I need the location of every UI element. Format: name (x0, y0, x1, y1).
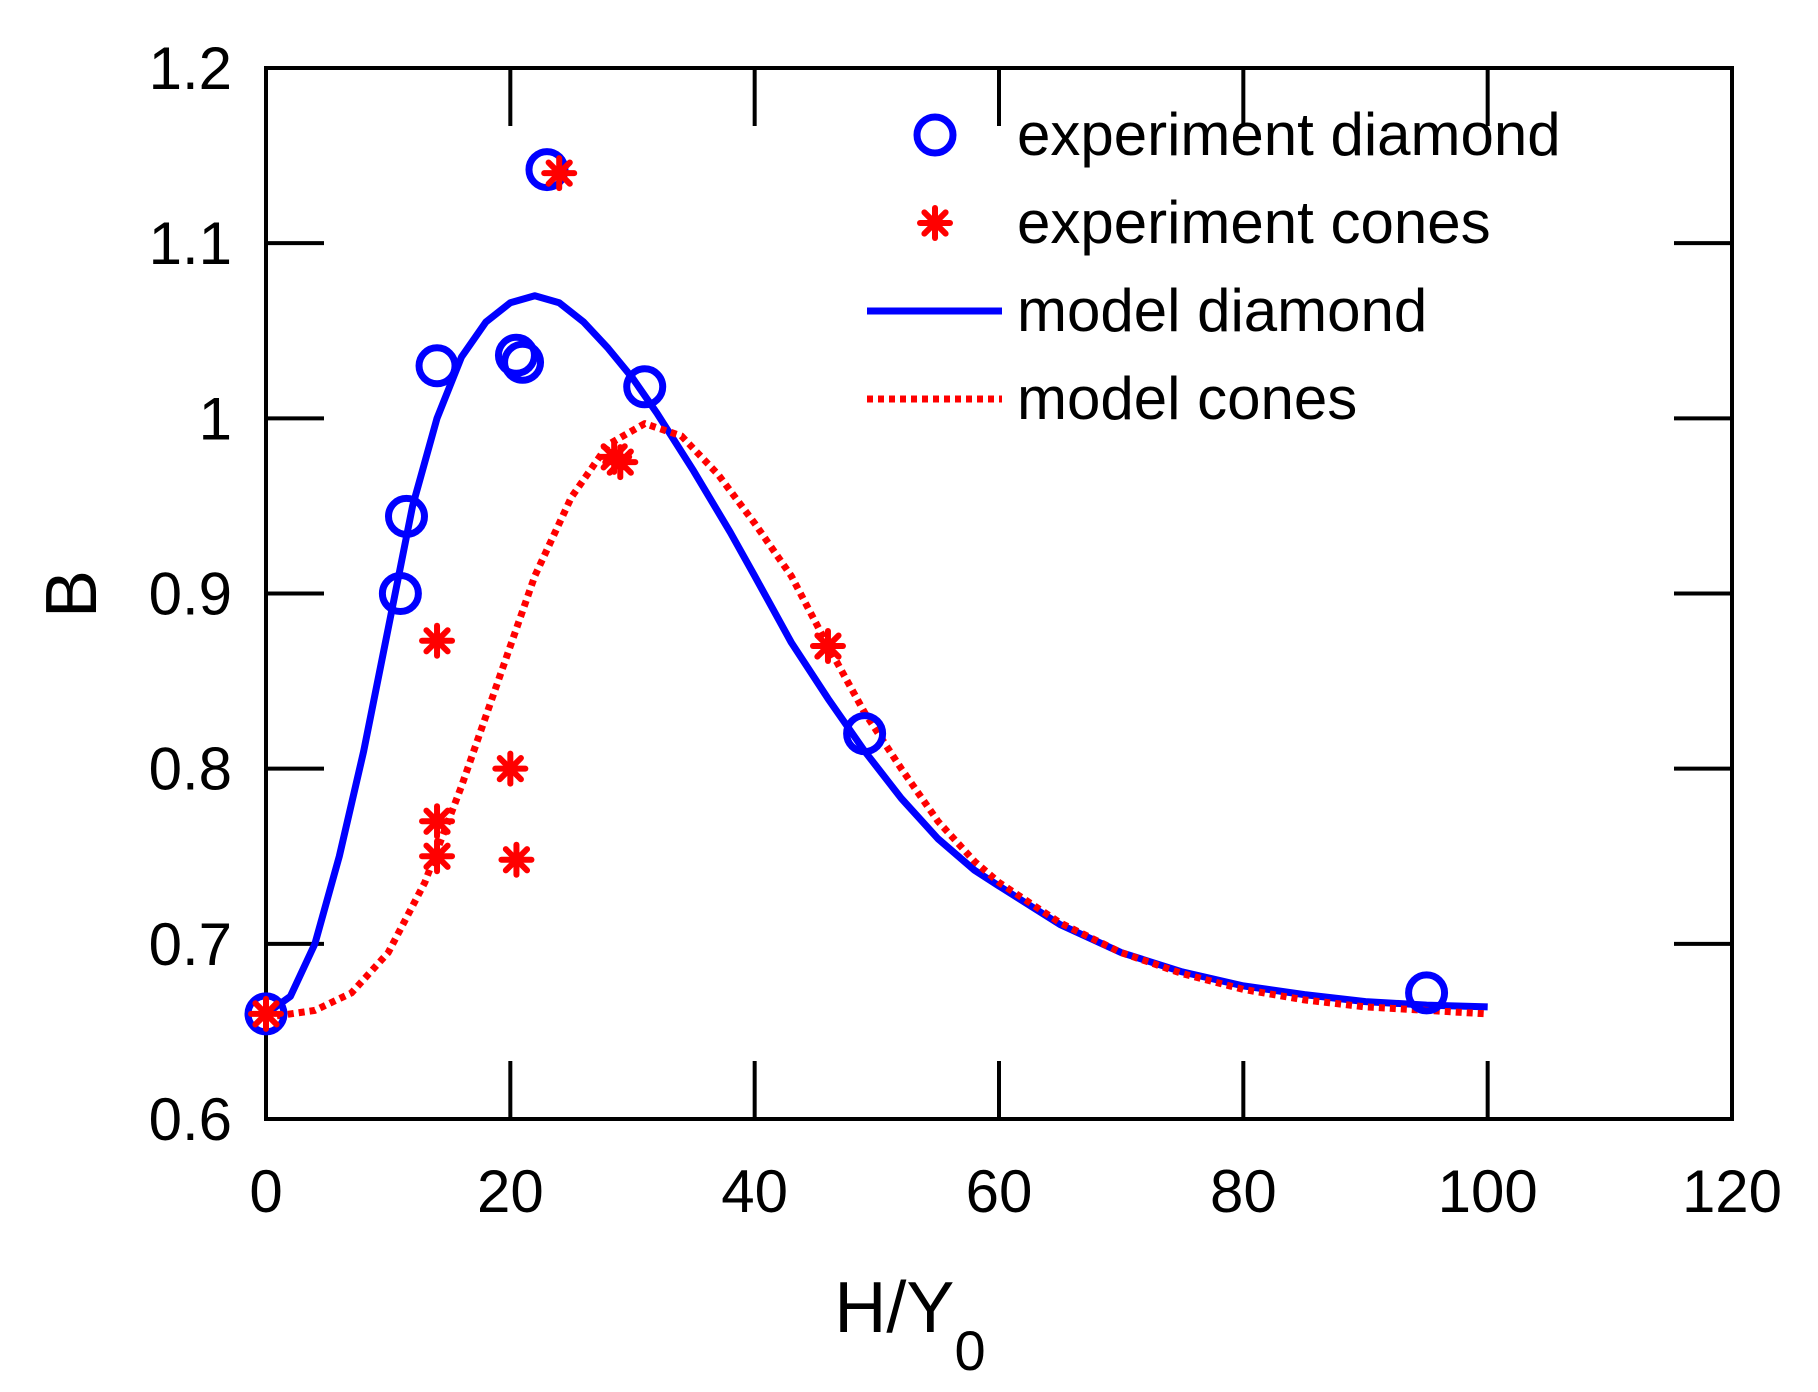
x-tick-label: 20 (477, 1158, 544, 1225)
y-tick-label: 1.1 (149, 210, 232, 277)
series-line-model-cones (265, 420, 1488, 1021)
point-experiment-cones (248, 995, 284, 1032)
x-tick-label: 80 (1210, 1158, 1277, 1225)
point-experiment-diamond (1405, 971, 1449, 1015)
x-tick-label: 0 (249, 1158, 282, 1225)
tick-labels: 0 20 40 60 80 100 120 0.6 0.7 0.8 0.9 1 1.1 1.2 (149, 35, 1782, 1225)
point-experiment-cones (809, 628, 846, 665)
y-tick-label: 0.6 (149, 1086, 232, 1153)
point-experiment-diamond (843, 712, 887, 756)
legend-label-model-diamond: model diamond (1017, 277, 1427, 344)
data-markers (244, 148, 1449, 1036)
ticks (264, 66, 1734, 1121)
y-tick-label: 0.8 (149, 736, 232, 803)
point-experiment-cones (541, 155, 578, 192)
y-tick-label: 1 (199, 385, 232, 452)
point-experiment-cones (419, 622, 456, 659)
point-experiment-cones (419, 803, 456, 840)
x-tick-label: 120 (1682, 1158, 1782, 1225)
x-axis-label-subscript: 0 (954, 1319, 985, 1382)
x-tick-label: 100 (1438, 1158, 1538, 1225)
legend-label-experiment-cones: experiment cones (1017, 189, 1491, 256)
x-axis-label: H/Y0 (834, 1268, 985, 1382)
point-experiment-cones (492, 750, 529, 787)
point-experiment-cones (498, 841, 535, 878)
y-axis-label: B (32, 570, 112, 618)
point-experiment-cones (602, 444, 639, 481)
legend-symbol-experiment-diamond (913, 113, 957, 157)
legend-label-experiment-diamond: experiment diamond (1017, 101, 1561, 168)
y-tick-label: 1.2 (149, 35, 232, 102)
point-experiment-diamond (384, 494, 428, 538)
point-experiment-diamond (378, 572, 422, 615)
point-experiment-diamond (415, 344, 459, 388)
legend-label-model-cones: model cones (1017, 365, 1357, 432)
plot-frame (264, 66, 1734, 1121)
x-tick-label: 40 (721, 1158, 788, 1225)
y-tick-label: 0.7 (149, 911, 232, 978)
point-experiment-cones (419, 838, 456, 875)
point-experiment-diamond (501, 340, 545, 384)
y-tick-label: 0.9 (149, 561, 232, 628)
x-tick-label: 60 (966, 1158, 1033, 1225)
point-experiment-diamond (623, 365, 667, 409)
series-line-model-diamond (263, 292, 1488, 1017)
legend-symbol-experiment-cones (917, 205, 953, 241)
point-experiment-diamond (494, 333, 538, 377)
legend: experiment diamond experiment cones model … (867, 101, 1561, 432)
model-lines (263, 292, 1488, 1021)
